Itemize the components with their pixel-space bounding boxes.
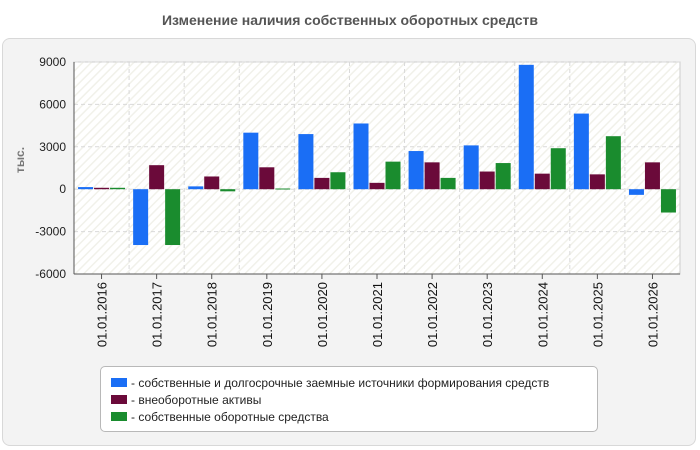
- bar-series-1: [133, 189, 149, 246]
- legend-item-noncurrent-assets: - внеоборотные активы: [111, 391, 597, 408]
- bar-series-2: [534, 173, 550, 190]
- bar-series-2: [369, 182, 385, 190]
- bar-series-2: [589, 174, 605, 190]
- legend-swatch: [111, 412, 127, 421]
- chart-title: Изменение наличия собственных оборотных …: [161, 12, 539, 28]
- x-tick-label: 01.01.2020: [315, 282, 330, 347]
- plot-area: [73, 61, 681, 275]
- y-tick-label: 0: [59, 182, 66, 196]
- bar-series-3: [220, 189, 236, 192]
- bar-series-1: [243, 132, 259, 190]
- x-tick-label: 01.01.2021: [370, 282, 385, 347]
- bar-series-2: [424, 162, 440, 190]
- bar-series-3: [605, 136, 621, 190]
- y-tick-label: -3000: [35, 225, 66, 239]
- bar-series-3: [275, 188, 291, 190]
- bar-series-1: [188, 186, 204, 190]
- bar-series-2: [259, 167, 275, 190]
- x-tick-label: 01.01.2016: [95, 282, 110, 347]
- bar-series-1: [298, 134, 314, 190]
- legend-item-sources: - собственные и долгосрочные заемные ист…: [111, 374, 597, 391]
- bars: [78, 64, 676, 246]
- x-tick-label: 01.01.2023: [480, 282, 495, 347]
- bar-series-3: [550, 148, 566, 190]
- bar-series-3: [165, 189, 181, 246]
- chart-legend: - собственные и долгосрочные заемные ист…: [100, 366, 598, 432]
- bar-series-3: [440, 177, 456, 190]
- bar-series-1: [518, 64, 534, 190]
- y-tick-label: -6000: [35, 267, 66, 281]
- y-axis-label: тыс.: [13, 147, 27, 173]
- bar-series-3: [495, 163, 511, 190]
- axes: 9000 6000 3000 0 -3000 -6000 01.01.2016 01.01.2…: [35, 55, 680, 347]
- x-tick-label: 01.01.2018: [205, 282, 220, 347]
- bar-series-2: [644, 162, 660, 190]
- bar-series-1: [573, 113, 589, 190]
- x-tick-label: 01.01.2022: [425, 282, 440, 347]
- bar-series-1: [408, 151, 424, 190]
- legend-swatch: [111, 395, 127, 404]
- legend-label: - собственные и долгосрочные заемные ист…: [131, 375, 550, 390]
- bar-series-1: [628, 189, 644, 195]
- bar-series-2: [479, 171, 495, 190]
- legend-label: - собственные оборотные средства: [131, 409, 329, 424]
- bar-series-1: [463, 145, 479, 190]
- x-tick-label: 01.01.2026: [645, 282, 660, 347]
- bar-series-2: [149, 165, 165, 190]
- bar-series-2: [204, 176, 220, 190]
- bar-series-3: [660, 189, 676, 213]
- legend-item-working-capital: - собственные оборотные средства: [111, 408, 597, 425]
- y-tick-label: 9000: [39, 55, 66, 69]
- x-tick-label: 01.01.2024: [535, 282, 550, 347]
- bar-series-2: [314, 177, 330, 190]
- x-tick-label: 01.01.2017: [150, 282, 165, 347]
- bar-series-1: [353, 123, 369, 190]
- legend-label: - внеоборотные активы: [131, 392, 262, 407]
- bar-series-3: [110, 187, 126, 190]
- x-tick-label: 01.01.2019: [260, 282, 275, 347]
- bar-series-1: [78, 187, 94, 190]
- bar-series-3: [385, 161, 401, 190]
- y-tick-label: 3000: [39, 140, 66, 154]
- legend-swatch: [111, 378, 127, 387]
- x-tick-label: 01.01.2025: [590, 282, 605, 347]
- bar-series-2: [94, 187, 110, 190]
- bar-series-3: [330, 172, 346, 190]
- y-tick-label: 6000: [39, 97, 66, 111]
